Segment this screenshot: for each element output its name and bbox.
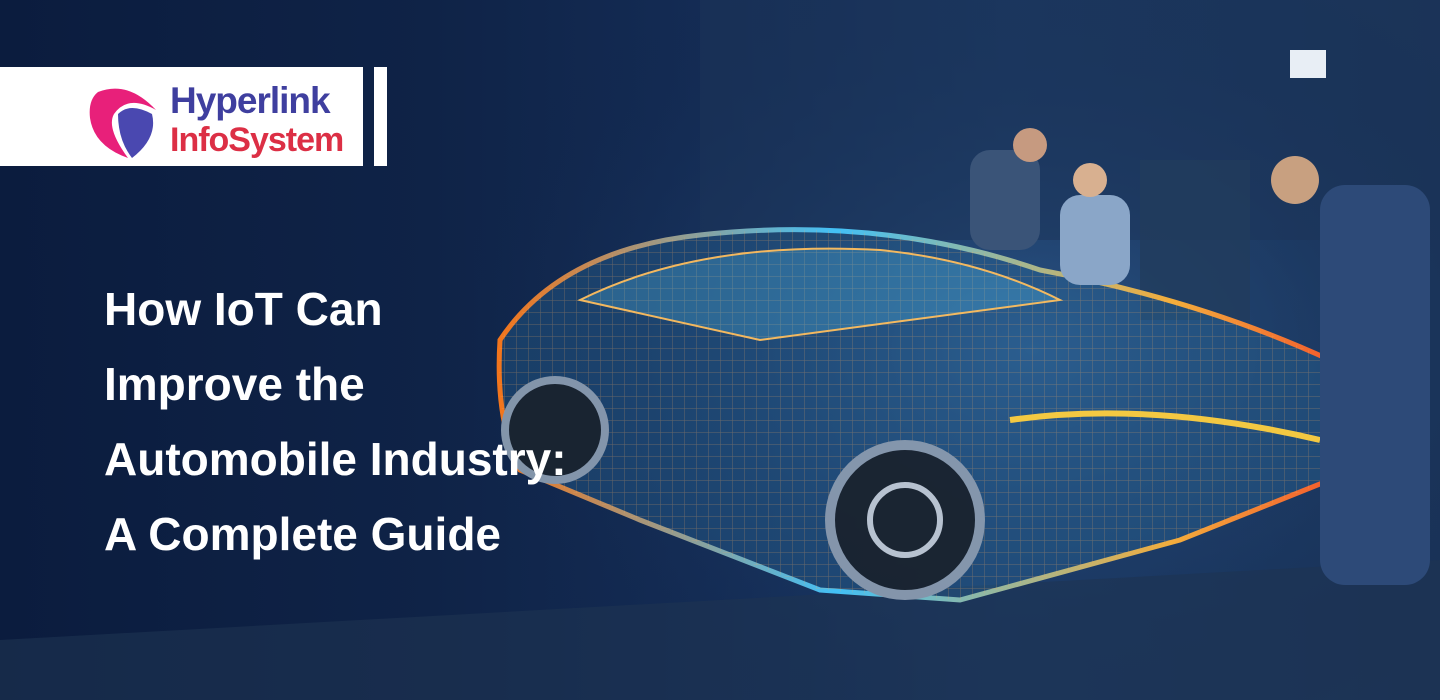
engineers (970, 128, 1430, 585)
headline-line: How IoT Can (104, 283, 383, 335)
brand-name-line1: Hyperlink (170, 80, 331, 121)
headline-line: Automobile Industry: (104, 433, 567, 485)
hyperlink-logo-icon (89, 88, 156, 158)
car-wireframe (496, 227, 1343, 603)
logo-panel (0, 67, 363, 166)
headline-line: A Complete Guide (104, 508, 501, 560)
headline: How IoT Can Improve the Automobile Indus… (104, 272, 567, 572)
brand-name-line2: InfoSystem (170, 121, 344, 159)
headline-line: Improve the (104, 358, 365, 410)
logo-divider (374, 67, 387, 166)
